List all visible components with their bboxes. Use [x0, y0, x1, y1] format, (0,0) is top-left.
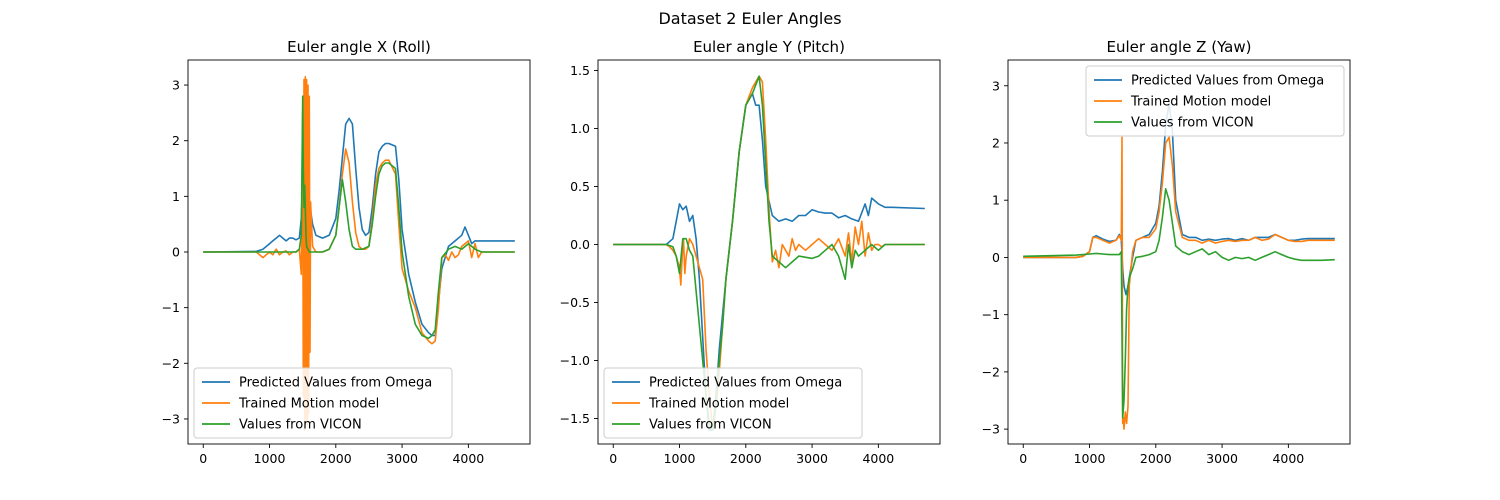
x-tick-label: 0 — [199, 451, 207, 466]
x-tick-label: 3000 — [1206, 451, 1238, 466]
y-tick-label: −1.0 — [560, 353, 590, 368]
y-tick-label: 3 — [992, 78, 1000, 93]
legend: Predicted Values from Omega Trained Motio… — [603, 367, 863, 439]
subplot-2: Euler angle Y (Pitch) 0 1000 2000 3000 4000 −1… — [560, 38, 941, 466]
legend-box — [603, 367, 863, 439]
legend-label: Predicted Values from Omega — [649, 376, 842, 391]
y-tick-label: −2 — [162, 356, 180, 371]
y-tick-label: −3 — [982, 422, 1000, 437]
subplots: Euler angle X (Roll)0 1000 2000 3000 4000−3−… — [162, 38, 1351, 466]
series-group — [613, 75, 925, 431]
legend-label: Trained Motion model — [1130, 95, 1271, 110]
y-tick-label: 1 — [172, 189, 180, 204]
y-tick-label: −1 — [162, 300, 180, 315]
x-tick-label: 0 — [609, 451, 617, 466]
y-tick-label: 1 — [992, 193, 1000, 208]
legend-label: Predicted Values from Omega — [239, 376, 432, 391]
y-tick-label: 2 — [992, 135, 1000, 150]
x-tick-label: 4000 — [862, 451, 894, 466]
series-group — [203, 75, 515, 431]
x-tick-label: 2000 — [1140, 451, 1172, 466]
y-tick-label: −1.5 — [560, 411, 590, 426]
x-tick-label: 1000 — [664, 451, 696, 466]
legend-label: Trained Motion model — [648, 397, 789, 412]
x-tick-label: 1000 — [1074, 451, 1106, 466]
subplot-1: Euler angle X (Roll) 0 1000 2000 3000 4000 −3 −… — [162, 38, 531, 466]
legend-label: Values from VICON — [239, 418, 362, 433]
axes-frame — [597, 59, 941, 445]
axes-title: Euler angle Y (Pitch) — [693, 38, 845, 56]
x-tick-label: 3000 — [796, 451, 828, 466]
y-tick-label: 3 — [172, 78, 180, 93]
y-tick-label: −1 — [982, 307, 1000, 322]
axes-title: Euler angle Z (Yaw) — [1106, 38, 1251, 56]
x-tick-label: 0 — [1019, 451, 1027, 466]
axes-frame — [1007, 59, 1351, 445]
y-tick-label: 1.0 — [570, 121, 590, 136]
x-tick-label: 2000 — [320, 451, 352, 466]
legend: Predicted Values from Omega Trained Motio… — [193, 367, 453, 439]
legend-box — [1085, 65, 1345, 137]
axes-title: Euler angle X (Roll) — [287, 38, 431, 56]
y-tick-label: 0 — [992, 250, 1000, 265]
series-line-predicted-values-from-omega — [203, 84, 515, 337]
series-line-trained-motion-model — [1023, 136, 1335, 430]
x-tick-label: 4000 — [452, 451, 484, 466]
y-tick-label: −0.5 — [560, 295, 590, 310]
legend-label: Values from VICON — [649, 418, 772, 433]
series-line-values-from-vicon — [203, 95, 515, 340]
x-tick-label: 1000 — [254, 451, 286, 466]
subplot-3: Euler angle Z (Yaw) 0 1000 2000 3000 4000 −3 −2… — [982, 38, 1351, 466]
series-line-values-from-vicon — [1023, 188, 1335, 419]
y-tick-label: 0.0 — [570, 237, 590, 252]
figure-title: Dataset 2 Euler Angles — [658, 9, 841, 28]
y-tick-label: 1.5 — [570, 63, 590, 78]
legend-box — [193, 367, 453, 439]
y-tick-label: −2 — [982, 364, 1000, 379]
series-line-predicted-values-from-omega — [613, 92, 925, 431]
legend: Predicted Values from Omega Trained Motio… — [1085, 65, 1345, 137]
legend-label: Predicted Values from Omega — [1131, 74, 1324, 89]
legend-label: Trained Motion model — [238, 397, 379, 412]
y-tick-label: 0 — [172, 245, 180, 260]
x-tick-label: 2000 — [730, 451, 762, 466]
x-tick-label: 3000 — [386, 451, 418, 466]
series-line-values-from-vicon — [613, 75, 925, 431]
x-tick-label: 4000 — [1272, 451, 1304, 466]
y-tick-label: −3 — [162, 411, 180, 426]
y-tick-label: 2 — [172, 133, 180, 148]
y-tick-label: 0.5 — [570, 179, 590, 194]
legend-label: Values from VICON — [1131, 116, 1254, 131]
